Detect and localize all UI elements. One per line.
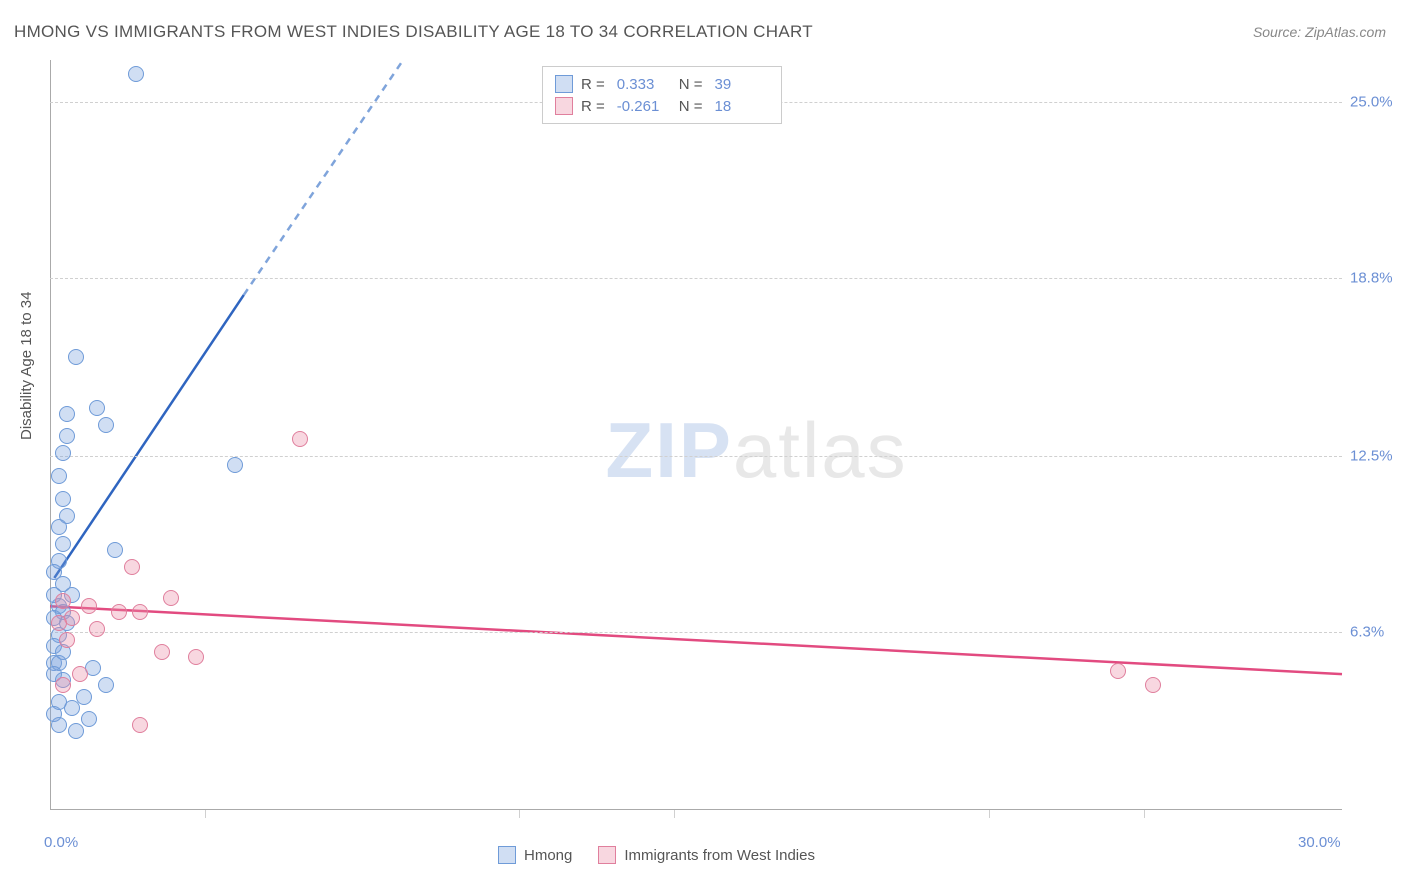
x-axis-min: 0.0% [44, 834, 78, 851]
gridline-h [50, 632, 1342, 633]
x-tick [674, 810, 675, 818]
correlation-chart: HMONG VS IMMIGRANTS FROM WEST INDIES DIS… [0, 0, 1406, 892]
data-point [55, 491, 71, 507]
legend-label: Hmong [524, 847, 572, 864]
gridline-h [50, 278, 1342, 279]
legend-swatch [598, 846, 616, 864]
data-point [81, 598, 97, 614]
data-point [51, 468, 67, 484]
source-attribution: Source: ZipAtlas.com [1253, 24, 1386, 40]
data-point [98, 677, 114, 693]
data-point [68, 349, 84, 365]
data-point [59, 632, 75, 648]
data-point [55, 536, 71, 552]
data-point [132, 717, 148, 733]
data-point [51, 519, 67, 535]
data-point [55, 593, 71, 609]
data-point [81, 711, 97, 727]
data-point [64, 700, 80, 716]
legend-swatch [498, 846, 516, 864]
data-point [1110, 663, 1126, 679]
data-point [98, 417, 114, 433]
data-point [128, 66, 144, 82]
series-legend: Hmong Immigrants from West Indies [498, 846, 831, 864]
data-point [111, 604, 127, 620]
data-point [163, 590, 179, 606]
data-point [132, 604, 148, 620]
data-point [55, 445, 71, 461]
data-point [227, 457, 243, 473]
legend-item: Hmong [498, 846, 572, 864]
y-axis-label: Disability Age 18 to 34 [18, 292, 35, 440]
data-point [292, 431, 308, 447]
data-point [68, 723, 84, 739]
y-tick-label: 12.5% [1350, 448, 1400, 465]
plot-area: ZIPatlas 6.3%12.5%18.8%25.0% [50, 60, 1342, 810]
x-tick [1144, 810, 1145, 818]
data-point [188, 649, 204, 665]
x-tick [205, 810, 206, 818]
data-point [124, 559, 140, 575]
data-point [154, 644, 170, 660]
data-point [72, 666, 88, 682]
data-point [55, 677, 71, 693]
legend-swatch [555, 97, 573, 115]
data-point [51, 717, 67, 733]
data-point [59, 406, 75, 422]
chart-title: HMONG VS IMMIGRANTS FROM WEST INDIES DIS… [14, 22, 813, 42]
data-point [1145, 677, 1161, 693]
x-axis-line [50, 809, 1342, 810]
x-axis-max: 30.0% [1298, 834, 1341, 851]
data-point [59, 428, 75, 444]
data-point [76, 689, 92, 705]
data-point [89, 400, 105, 416]
y-tick-label: 25.0% [1350, 94, 1400, 111]
legend-label: Immigrants from West Indies [624, 847, 815, 864]
legend-swatch [555, 75, 573, 93]
y-tick-label: 18.8% [1350, 269, 1400, 286]
y-tick-label: 6.3% [1350, 623, 1400, 640]
legend-item: Immigrants from West Indies [598, 846, 815, 864]
data-point [89, 621, 105, 637]
x-tick [989, 810, 990, 818]
watermark: ZIPatlas [606, 405, 908, 496]
data-point [107, 542, 123, 558]
legend-row: R =0.333N =39 [555, 73, 769, 95]
trend-lines [50, 60, 1342, 810]
correlation-legend: R =0.333N =39R =-0.261N =18 [542, 66, 782, 124]
x-tick [519, 810, 520, 818]
gridline-h [50, 456, 1342, 457]
legend-row: R =-0.261N =18 [555, 95, 769, 117]
data-point [51, 615, 67, 631]
